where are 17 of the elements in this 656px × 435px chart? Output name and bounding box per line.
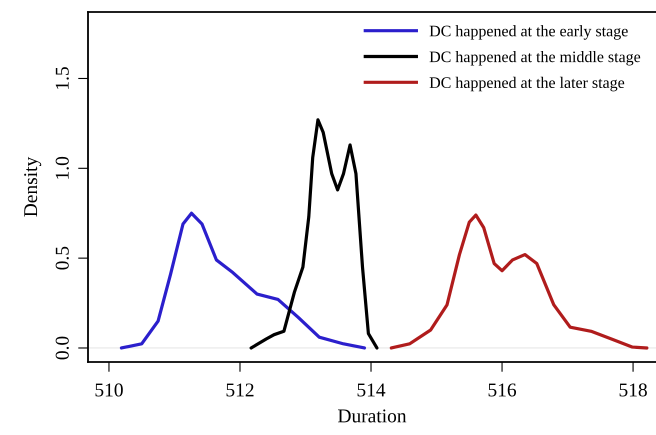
legend-label: DC happened at the early stage <box>430 25 628 40</box>
x-axis-title: Duration <box>338 409 406 422</box>
y-tick-label: 1.0 <box>56 156 69 179</box>
x-tick-label: 518 <box>620 383 647 397</box>
y-tick-label: 0.0 <box>56 336 69 360</box>
line-series <box>120 212 366 350</box>
y-tick-label: 0.5 <box>56 246 69 270</box>
x-tick-label: 512 <box>226 383 254 397</box>
y-axis-title: Density <box>24 156 42 217</box>
x-tick-label: 516 <box>488 383 516 397</box>
line-series <box>390 213 648 350</box>
legend-label: DC happened at the middle stage <box>430 50 640 66</box>
legend-label: DC happened at the later stage <box>430 76 624 92</box>
x-tick-label: 514 <box>358 383 386 397</box>
x-tick-label: 510 <box>96 383 123 397</box>
y-tick-label: 1.5 <box>56 67 69 89</box>
line-series <box>250 118 379 350</box>
